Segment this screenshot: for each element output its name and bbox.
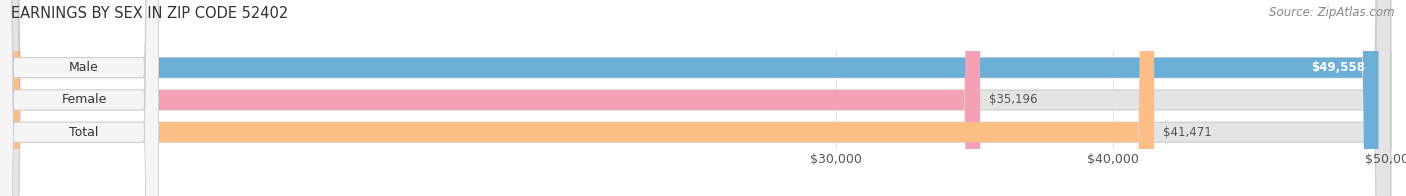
FancyBboxPatch shape [0, 0, 159, 196]
Text: EARNINGS BY SEX IN ZIP CODE 52402: EARNINGS BY SEX IN ZIP CODE 52402 [11, 6, 288, 21]
FancyBboxPatch shape [4, 0, 1378, 196]
FancyBboxPatch shape [4, 0, 1391, 196]
FancyBboxPatch shape [0, 0, 159, 196]
Text: Source: ZipAtlas.com: Source: ZipAtlas.com [1270, 6, 1395, 19]
FancyBboxPatch shape [4, 0, 1154, 196]
FancyBboxPatch shape [4, 0, 980, 196]
FancyBboxPatch shape [4, 0, 1391, 196]
Text: Female: Female [62, 93, 107, 106]
Text: Total: Total [69, 126, 98, 139]
Text: $49,558: $49,558 [1312, 61, 1365, 74]
Text: Male: Male [69, 61, 98, 74]
Text: $35,196: $35,196 [988, 93, 1038, 106]
FancyBboxPatch shape [4, 0, 1391, 196]
Text: $41,471: $41,471 [1163, 126, 1211, 139]
FancyBboxPatch shape [0, 0, 159, 196]
